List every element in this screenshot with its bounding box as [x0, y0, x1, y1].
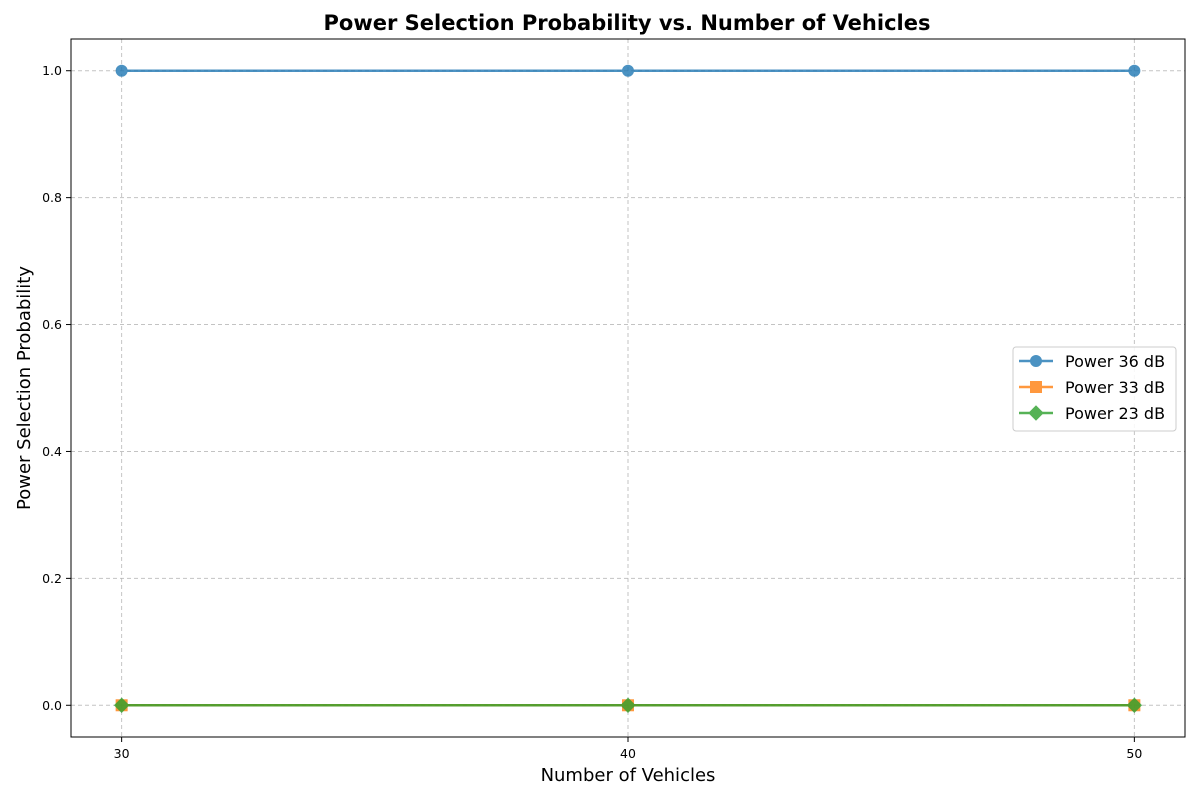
data-point — [622, 64, 634, 77]
legend-marker — [1030, 355, 1042, 367]
y-tick-label: 0.6 — [42, 317, 62, 332]
y-tick-label: 0.4 — [42, 444, 62, 459]
y-axis-label: Power Selection Probability — [14, 266, 35, 510]
legend: Power 36 dB Power 33 dB Power 23 dB — [1012, 346, 1177, 432]
data-point — [113, 697, 130, 713]
x-axis-ticks: 30 40 50 — [114, 737, 1142, 761]
legend-label: Power 33 dB — [1065, 378, 1165, 397]
legend-entry: Power 33 dB — [1019, 378, 1165, 397]
legend-entry: Power 36 dB — [1019, 352, 1165, 371]
legend-label: Power 36 dB — [1065, 352, 1165, 371]
data-point — [1126, 697, 1143, 713]
x-tick-label: 50 — [1126, 746, 1142, 761]
data-point — [1128, 64, 1141, 77]
y-tick-label: 0.0 — [42, 698, 62, 713]
y-axis-ticks: 0.0 0.2 0.4 0.6 0.8 1.0 — [42, 63, 71, 713]
series-3 — [113, 697, 1143, 713]
series-1 — [115, 64, 1141, 77]
legend-marker — [1028, 405, 1044, 421]
data-point — [115, 64, 128, 77]
chart-title: Power Selection Probability vs. Number o… — [324, 11, 931, 35]
y-tick-label: 1.0 — [42, 63, 62, 78]
x-tick-label: 40 — [620, 746, 636, 761]
legend-entry: Power 23 dB — [1019, 404, 1165, 423]
data-point — [620, 697, 636, 713]
y-tick-label: 0.2 — [42, 571, 62, 586]
x-tick-label: 30 — [114, 746, 130, 761]
y-tick-label: 0.8 — [42, 190, 62, 205]
legend-label: Power 23 dB — [1065, 404, 1165, 423]
series-layer — [113, 64, 1143, 713]
legend-box — [1012, 346, 1177, 432]
x-axis-label: Number of Vehicles — [541, 765, 716, 786]
legend-marker — [1030, 381, 1042, 393]
